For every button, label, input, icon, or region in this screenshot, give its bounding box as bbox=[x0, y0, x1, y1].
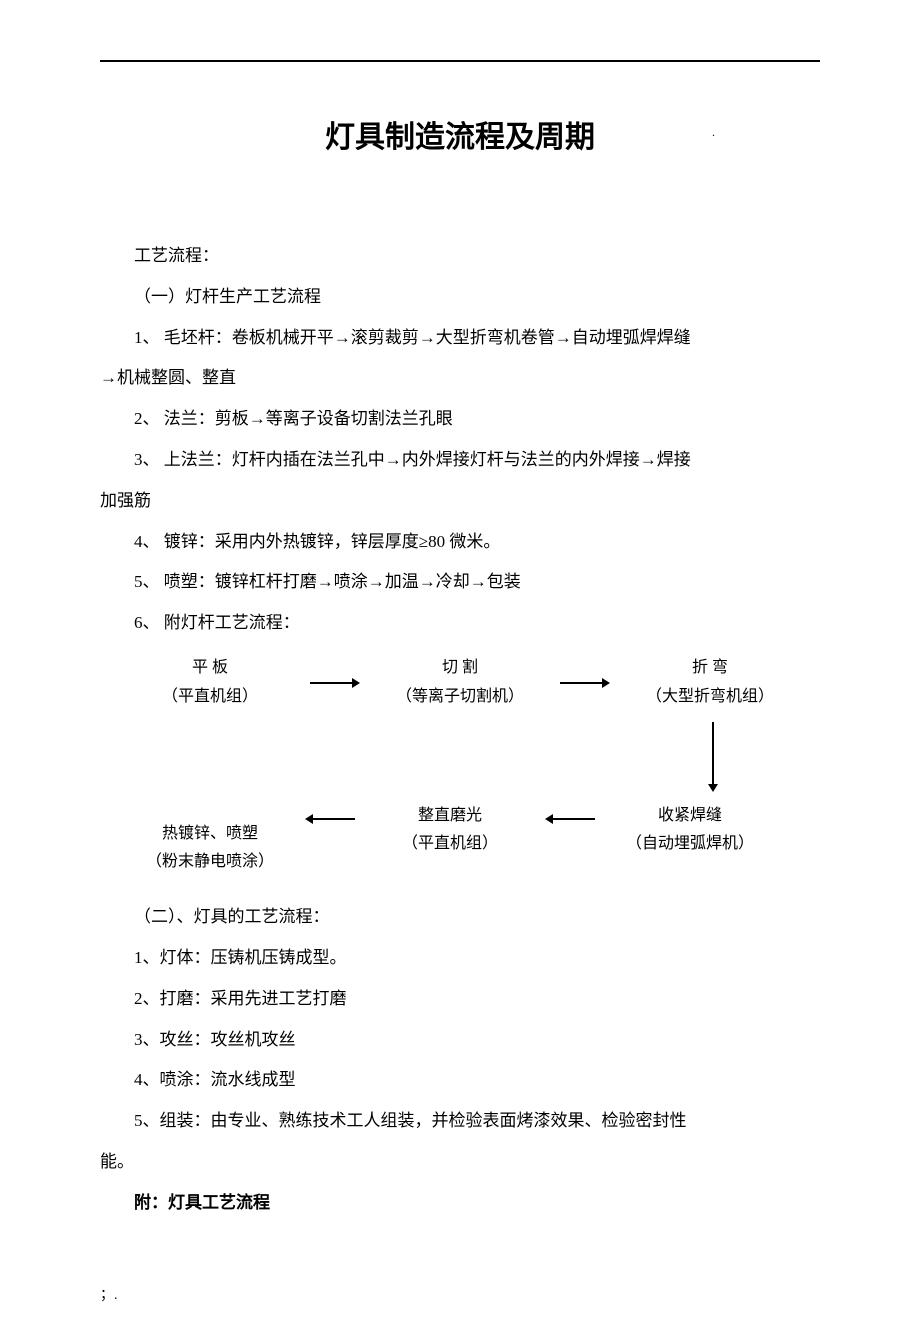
flow-box-qiege: 切 割 （等离子切割机） bbox=[390, 654, 530, 712]
section2-item2: 2、打磨：采用先进工艺打磨 bbox=[100, 979, 820, 1020]
flow-box-title: 折 弯 bbox=[640, 654, 780, 683]
section2-item5-line2: 能。 bbox=[100, 1142, 820, 1183]
section1-item3-line2: 加强筋 bbox=[100, 481, 820, 522]
arrow-left-icon bbox=[305, 812, 355, 826]
arrow-left-icon bbox=[545, 812, 595, 826]
section2-attachment: 附：灯具工艺流程 bbox=[100, 1183, 820, 1224]
arrow-right-icon bbox=[310, 676, 360, 690]
section1-item3-line1: 3、 上法兰：灯杆内插在法兰孔中→内外焊接灯杆与法兰的内外焊接→焊接 bbox=[100, 440, 820, 481]
section1-item5: 5、 喷塑：镀锌杠杆打磨→喷涂→加温→冷却→包装 bbox=[100, 562, 820, 603]
flow-box-title: 热镀锌、喷塑 bbox=[140, 820, 280, 849]
flow-box-shoujin: 收紧焊缝 （自动埋弧焊机） bbox=[620, 802, 760, 860]
section2-item3: 3、攻丝：攻丝机攻丝 bbox=[100, 1020, 820, 1061]
flow-box-sub: （自动埋弧焊机） bbox=[620, 830, 760, 859]
flowchart-row-top: 平 板 （平直机组） 切 割 （等离子切割机） 折 弯 （大型折弯机组） bbox=[140, 654, 820, 712]
header-divider bbox=[100, 60, 820, 62]
flow-box-title: 平 板 bbox=[140, 654, 280, 683]
section1-item6: 6、 附灯杆工艺流程： bbox=[100, 603, 820, 644]
section1-item4: 4、 镀锌：采用内外热镀锌，锌层厚度≥80 微米。 bbox=[100, 522, 820, 563]
section2-item1: 1、灯体：压铸机压铸成型。 bbox=[100, 938, 820, 979]
section2-item4: 4、喷涂：流水线成型 bbox=[100, 1060, 820, 1101]
flow-box-reduxin: 热镀锌、喷塑 （粉末静电喷涂） bbox=[140, 820, 280, 878]
top-corner-mark: . bbox=[712, 125, 715, 140]
flow-box-sub: （大型折弯机组） bbox=[640, 683, 780, 712]
flowchart-row-bottom: 热镀锌、喷塑 （粉末静电喷涂） 整直磨光 （平直机组） 收紧焊缝 （自动埋弧焊机… bbox=[140, 802, 820, 878]
section2-title: （二）、灯具的工艺流程： bbox=[100, 897, 820, 938]
flow-box-title: 切 割 bbox=[390, 654, 530, 683]
flowchart-container: 平 板 （平直机组） 切 割 （等离子切割机） 折 弯 （大型折弯机组） bbox=[100, 654, 820, 877]
section1-subtitle: （一）灯杆生产工艺流程 bbox=[100, 277, 820, 318]
process-heading: 工艺流程： bbox=[100, 236, 820, 277]
section1-item1-line1: 1、 毛坯杆：卷板机械开平→滚剪裁剪→大型折弯机卷管→自动埋弧焊焊缝 bbox=[100, 318, 820, 359]
flow-box-zhewan: 折 弯 （大型折弯机组） bbox=[640, 654, 780, 712]
flow-box-sub: （粉末静电喷涂） bbox=[140, 848, 280, 877]
section1-item2: 2、 法兰：剪板→等离子设备切割法兰孔眼 bbox=[100, 399, 820, 440]
footer-mark: ；. bbox=[100, 1284, 820, 1304]
flow-box-pingban: 平 板 （平直机组） bbox=[140, 654, 280, 712]
flow-box-sub: （等离子切割机） bbox=[390, 683, 530, 712]
flow-box-sub: （平直机组） bbox=[380, 830, 520, 859]
arrow-down-icon bbox=[706, 722, 720, 792]
section2-item5-line1: 5、组装：由专业、熟练技术工人组装，并检验表面烤漆效果、检验密封性 bbox=[100, 1101, 820, 1142]
arrow-right-icon bbox=[560, 676, 610, 690]
flow-box-sub: （平直机组） bbox=[140, 683, 280, 712]
flow-box-title: 整直磨光 bbox=[380, 802, 520, 831]
flow-box-zhengzhi: 整直磨光 （平直机组） bbox=[380, 802, 520, 860]
section1-item1-line2: →机械整圆、整直 bbox=[100, 358, 820, 399]
flow-box-title: 收紧焊缝 bbox=[620, 802, 760, 831]
flowchart-vertical-arrow bbox=[140, 722, 820, 792]
